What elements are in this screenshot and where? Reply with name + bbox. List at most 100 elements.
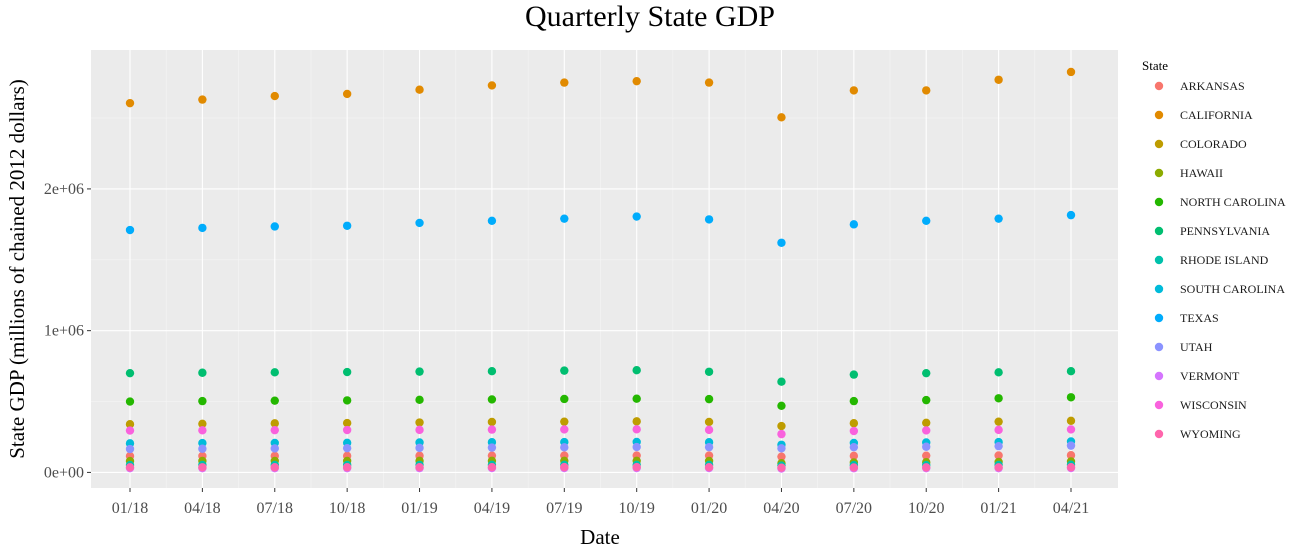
x-axis-ticks: 01/18 04/18 07/18 10/18 01/19 04/19 07/19 10/19… <box>112 488 1089 517</box>
legend-item: TEXAS <box>1154 311 1219 325</box>
legend-key <box>1154 371 1164 381</box>
legend-item: CALIFORNIA <box>1154 108 1253 122</box>
data-point <box>922 442 931 451</box>
data-point <box>632 417 641 426</box>
series-wyoming <box>125 462 1076 472</box>
legend: State ARKANSAS CALIFORNIA COLORADO HAWAII NO… <box>1142 58 1286 441</box>
data-point <box>415 418 424 427</box>
data-point <box>777 463 786 472</box>
chart-title: Quarterly State GDP <box>525 0 775 33</box>
data-point <box>270 444 279 453</box>
y-tick-label: 1e+06 <box>44 323 84 340</box>
legend-label: NORTH CAROLINA <box>1180 195 1286 209</box>
data-point <box>922 426 931 435</box>
legend-item: SOUTH CAROLINA <box>1154 282 1285 296</box>
data-point <box>777 113 786 122</box>
y-axis-ticks: 0e+00 1e+06 2e+06 <box>44 181 91 481</box>
data-point <box>487 395 497 404</box>
data-point <box>994 214 1003 223</box>
x-tick-label: 07/19 <box>546 500 582 517</box>
data-point <box>777 377 786 386</box>
data-point <box>922 395 931 405</box>
data-point <box>415 367 424 376</box>
x-tick-label: 01/19 <box>401 500 437 517</box>
legend-item: COLORADO <box>1154 137 1247 151</box>
data-point <box>994 368 1003 377</box>
legend-title: State <box>1142 58 1168 73</box>
x-tick-label: 04/20 <box>763 500 799 517</box>
data-point <box>125 397 135 406</box>
data-point <box>849 396 859 406</box>
x-tick-label: 04/18 <box>184 500 220 517</box>
legend-key <box>1154 168 1164 178</box>
data-point <box>1066 210 1076 220</box>
legend-key <box>1154 81 1164 91</box>
data-point <box>342 418 352 428</box>
data-point <box>777 429 786 439</box>
legend-item: HAWAII <box>1154 166 1223 180</box>
data-point <box>704 394 714 404</box>
data-point <box>198 419 207 428</box>
legend-label: VERMONT <box>1180 369 1240 383</box>
legend-key <box>1154 226 1164 236</box>
data-point <box>1066 463 1076 472</box>
legend-item: RHODE ISLAND <box>1154 253 1269 267</box>
data-point <box>270 91 279 101</box>
data-point <box>560 78 569 87</box>
legend-key <box>1154 197 1164 207</box>
data-point <box>415 443 424 453</box>
data-point <box>849 451 859 461</box>
legend-item: WYOMING <box>1154 427 1241 441</box>
legend-key <box>1154 400 1164 410</box>
data-point <box>777 238 786 247</box>
data-point <box>922 216 931 226</box>
data-point <box>270 222 279 231</box>
gridlines <box>91 50 1118 488</box>
legend-key <box>1154 139 1164 149</box>
data-point <box>704 462 714 472</box>
legend-key <box>1154 342 1164 352</box>
data-point <box>198 463 207 472</box>
legend-label: WYOMING <box>1180 427 1241 441</box>
data-point <box>487 81 497 90</box>
legend-label: HAWAII <box>1180 166 1223 180</box>
data-point <box>198 444 207 453</box>
data-point <box>1066 416 1076 426</box>
data-point <box>415 395 424 405</box>
legend-item: WISCONSIN <box>1154 398 1247 412</box>
data-point <box>849 442 859 452</box>
legend-label: ARKANSAS <box>1180 79 1245 93</box>
data-point <box>922 463 931 472</box>
data-point <box>632 462 641 472</box>
legend-key <box>1154 110 1164 120</box>
legend-item: ARKANSAS <box>1154 79 1245 93</box>
data-point <box>198 396 207 406</box>
plot-panel <box>91 50 1118 488</box>
series-texas <box>125 210 1076 247</box>
data-point <box>487 425 497 434</box>
data-point <box>994 394 1003 403</box>
data-point <box>994 417 1003 426</box>
data-point <box>632 212 641 221</box>
series-wisconsin <box>125 425 1076 439</box>
data-point <box>704 215 714 224</box>
data-point <box>560 443 569 452</box>
data-point <box>125 98 135 108</box>
x-tick-label: 07/18 <box>257 500 293 517</box>
data-point <box>198 223 207 233</box>
series-colorado <box>125 416 1076 431</box>
data-point <box>125 225 135 235</box>
data-point <box>487 443 497 452</box>
y-axis-title: State GDP (millions of chained 2012 doll… <box>5 79 29 459</box>
data-point <box>849 426 859 436</box>
data-point <box>270 463 279 472</box>
x-tick-label: 01/18 <box>112 500 148 517</box>
data-point <box>342 89 352 99</box>
data-point <box>849 419 859 428</box>
data-point <box>704 417 714 427</box>
series-north-carolina <box>125 393 1076 410</box>
data-point <box>198 95 207 104</box>
data-point <box>342 425 352 435</box>
data-point <box>270 396 279 405</box>
legend-item: NORTH CAROLINA <box>1154 195 1286 209</box>
